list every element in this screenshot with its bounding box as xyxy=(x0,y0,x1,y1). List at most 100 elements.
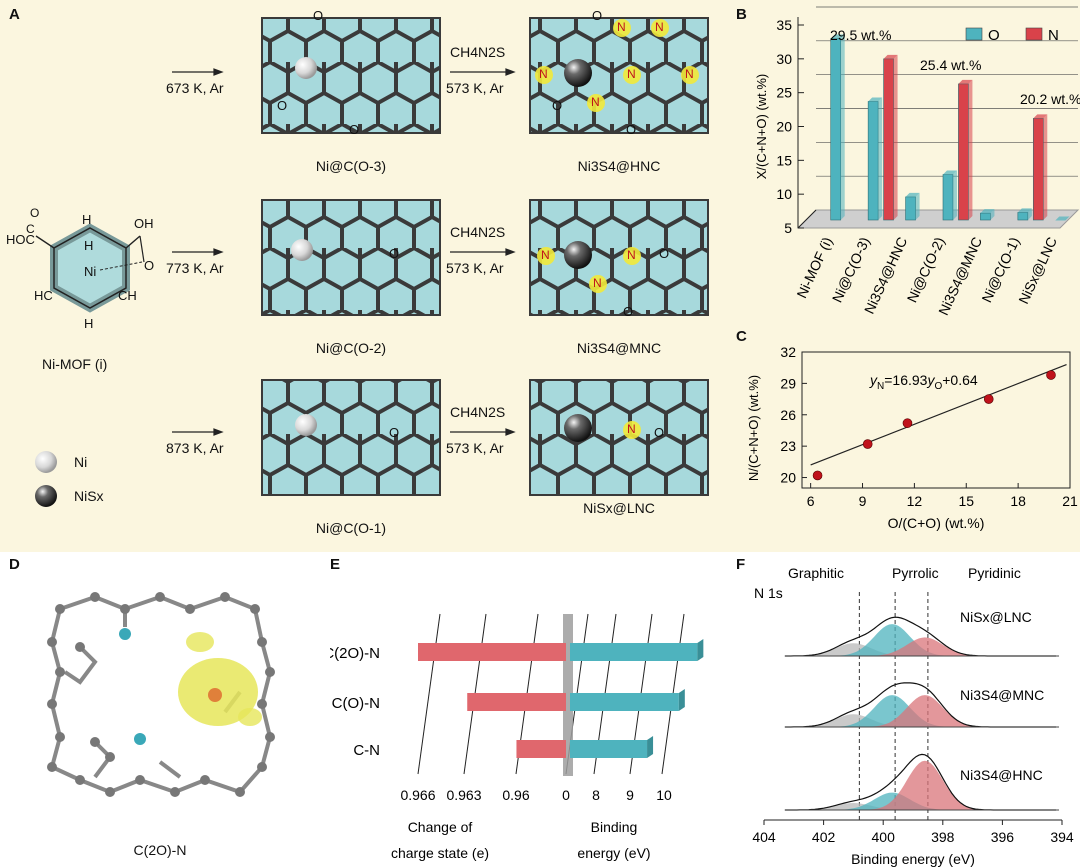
bar-top xyxy=(830,34,845,39)
bar-top xyxy=(1033,114,1048,119)
bar-binding-energy xyxy=(570,693,679,711)
bar-binding-energy xyxy=(570,740,648,758)
mof-atom-label: HC xyxy=(34,288,53,303)
legend-swatch xyxy=(1025,27,1043,41)
panel-d-structure xyxy=(47,592,275,797)
right-tick-label: 9 xyxy=(626,787,634,803)
nisx-sphere xyxy=(564,241,592,269)
y-tick-label: 25 xyxy=(776,85,792,101)
fit-peak xyxy=(784,695,1060,727)
right-tick-label: 8 xyxy=(592,787,600,803)
category-label: C(2O)-N xyxy=(330,645,380,662)
n-atom-label: N xyxy=(627,67,636,81)
fit-equation: yN=16.93yO+0.64 xyxy=(869,372,978,392)
charge-density-lobe xyxy=(186,632,214,652)
reagent-text: CH4N2S xyxy=(450,404,506,420)
mof-atom-label: CH xyxy=(118,288,137,303)
charge-density-lobe xyxy=(238,708,262,726)
left-tick-label: 0.963 xyxy=(446,787,481,803)
o-atom-label: O xyxy=(659,246,670,261)
o-atom-label: O xyxy=(654,425,665,440)
panel-e-bar-chart: C(2O)-N C(O)-N C-N 0.966 0.963 0.96 0 8 9 10 Chang… xyxy=(330,613,704,861)
x-tick-label: 21 xyxy=(1062,493,1078,509)
sheet-hnc xyxy=(529,17,709,134)
legend-nisx-sphere xyxy=(35,485,57,507)
zero-band xyxy=(563,614,573,776)
fit-peak xyxy=(784,803,1060,810)
reagent-text: CH4N2S xyxy=(450,44,506,60)
x-tick-label: Ni-MOF (i) xyxy=(793,235,835,301)
x-tick-label: NiSx@LNC xyxy=(1015,235,1060,307)
sheet-lnc xyxy=(529,379,709,496)
bar-top xyxy=(980,209,995,214)
x-tick-label: 12 xyxy=(907,493,923,509)
x-tick-label: Ni@C(O-1) xyxy=(978,235,1022,305)
n-atom-label: N xyxy=(593,276,602,290)
plot-frame xyxy=(801,351,1071,489)
panel-label-f: F xyxy=(736,556,746,573)
left-tick-label: 0 xyxy=(562,787,570,803)
nisx-sphere xyxy=(564,59,592,87)
equation-part: N xyxy=(877,381,884,392)
nitrogen-atom xyxy=(208,688,222,702)
bar-o xyxy=(830,38,842,221)
panel-label-e: E xyxy=(330,556,341,573)
mof-atom-label: HOC xyxy=(6,232,35,247)
n-atom-label: N xyxy=(627,422,636,436)
y-tick-label: 35 xyxy=(776,17,792,33)
mof-atom-label: H xyxy=(84,238,94,253)
mof-atom-label: OH xyxy=(134,216,154,231)
panel-label-d: D xyxy=(9,556,20,573)
left-tick-label: 0.96 xyxy=(502,787,529,803)
ni-mof-molecule xyxy=(35,223,145,313)
intermediate-o2-label: Ni@C(O-2) xyxy=(315,340,387,356)
x-tick-label: 402 xyxy=(812,829,836,845)
bar-side xyxy=(915,192,920,220)
bar-o xyxy=(942,174,954,221)
panel-f-xps-chart: 404 402 400 398 396 394 Binding energy (eV) Gra… xyxy=(752,565,1074,867)
n-atom-label: N xyxy=(541,248,550,262)
bar-o xyxy=(905,196,916,221)
step1-label-row3: 873 K, Ar xyxy=(166,440,224,456)
bar-top xyxy=(1017,208,1032,213)
equation-part: +0.64 xyxy=(942,372,978,388)
y-tick-label: 15 xyxy=(776,152,792,168)
panel-label-b: B xyxy=(736,6,747,23)
bar-top xyxy=(868,97,883,102)
bar-side xyxy=(1065,216,1070,221)
equation-part: =16.93 xyxy=(884,372,927,388)
bar-o xyxy=(1017,212,1029,221)
category-label: C(O)-N xyxy=(332,695,380,712)
legend-label: O xyxy=(988,27,1000,44)
panel-label-a: A xyxy=(9,6,20,23)
bar-side xyxy=(990,209,995,220)
axis-reference-line xyxy=(417,613,441,775)
bar-side xyxy=(678,689,685,711)
n-atom-label: N xyxy=(539,67,548,81)
bar-side xyxy=(1027,208,1032,220)
y-tick-label: 32 xyxy=(780,344,796,360)
x-tick-label: 398 xyxy=(931,829,955,845)
mof-atom-label: O xyxy=(30,206,40,220)
reagent-row3: CH4N2S xyxy=(450,404,505,420)
bar-side xyxy=(647,736,654,758)
ni-sphere xyxy=(295,57,317,79)
step2-label-row3: 573 K, Ar xyxy=(446,440,504,456)
n-atom-label: N xyxy=(591,95,600,109)
left-axis-label: charge state (e) xyxy=(391,845,489,861)
legend-ni-label: Ni xyxy=(74,454,88,470)
bar-charge-state xyxy=(418,643,566,661)
bar-o xyxy=(867,101,879,221)
mof-atom-label: O xyxy=(144,258,155,273)
x-axis-label: O/(C+O) (wt.%) xyxy=(888,515,985,531)
x-tick-label: 404 xyxy=(752,829,776,845)
bar-side xyxy=(697,639,704,661)
n-atom-label: N xyxy=(617,20,626,34)
n-atom-label: N xyxy=(685,67,694,81)
bar-n xyxy=(958,83,969,221)
reagent-row1: CH4N2S xyxy=(450,44,505,60)
x-tick-label: 9 xyxy=(859,493,867,509)
bar-top xyxy=(943,170,957,175)
x-tick-label: 6 xyxy=(807,493,815,509)
x-tick-label: 18 xyxy=(1010,493,1026,509)
